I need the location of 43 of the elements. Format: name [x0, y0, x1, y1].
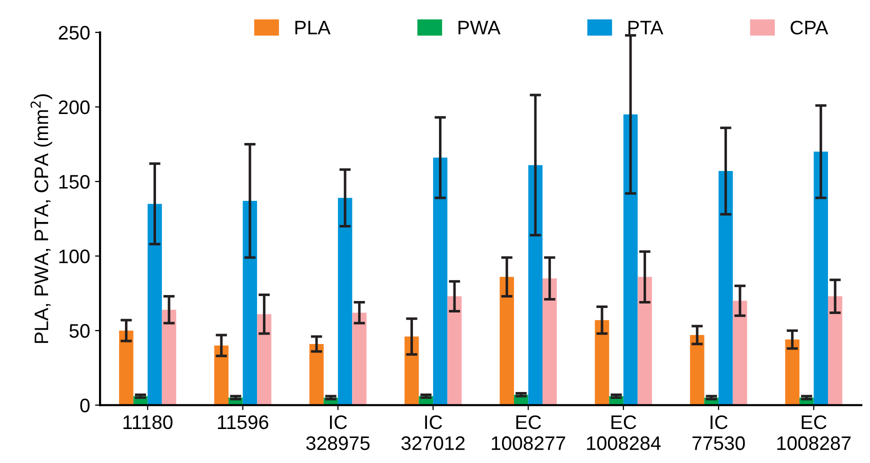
- bar: [309, 344, 324, 406]
- bar: [638, 276, 652, 406]
- bar: [257, 314, 272, 406]
- bar: [500, 276, 514, 406]
- bar: [119, 330, 134, 406]
- bar: [814, 152, 828, 406]
- legend-label: CPA: [790, 20, 828, 34]
- bar: [447, 296, 462, 406]
- bar: [542, 278, 557, 406]
- bar: [148, 204, 162, 406]
- x-tick-label: IC 327012: [401, 415, 465, 450]
- bar: [594, 320, 610, 406]
- bar: [785, 340, 800, 406]
- bar: [433, 158, 448, 406]
- x-tick-label: 11180: [124, 415, 172, 430]
- bar: [352, 312, 366, 406]
- bar: [623, 114, 638, 406]
- bar: [338, 198, 352, 406]
- y-tick-label: 100: [59, 250, 90, 264]
- bar: [718, 171, 733, 406]
- y-tick-label: 200: [58, 100, 90, 114]
- y-axis-title: PLA, PWA, PTA, CPA (mm$^{2}$): [30, 94, 52, 343]
- y-tick-label: 150: [59, 174, 90, 189]
- bar: [690, 335, 704, 406]
- x-tick-label: IC 77530: [692, 415, 745, 450]
- bar: [242, 200, 258, 406]
- legend-label: PTA: [628, 20, 664, 34]
- bar: [828, 296, 842, 406]
- x-tick-label: EC 1008284: [587, 415, 661, 450]
- bar: [528, 165, 543, 406]
- bar: [404, 336, 419, 406]
- x-tick-label: EC 1008287: [777, 415, 851, 450]
- x-tick-label: 11596: [218, 415, 268, 430]
- bar: [214, 345, 229, 406]
- y-tick-label: 250: [58, 26, 90, 40]
- y-tick-label: 50: [69, 324, 90, 338]
- y-tick-label: 0: [80, 398, 90, 412]
- legend-label: PLA: [295, 20, 331, 34]
- legend-label: PWA: [458, 20, 500, 34]
- x-tick-label: IC 328975: [306, 415, 370, 450]
- x-tick-label: EC 1008277: [492, 415, 566, 450]
- bar: [732, 300, 748, 406]
- bar: [162, 310, 176, 406]
